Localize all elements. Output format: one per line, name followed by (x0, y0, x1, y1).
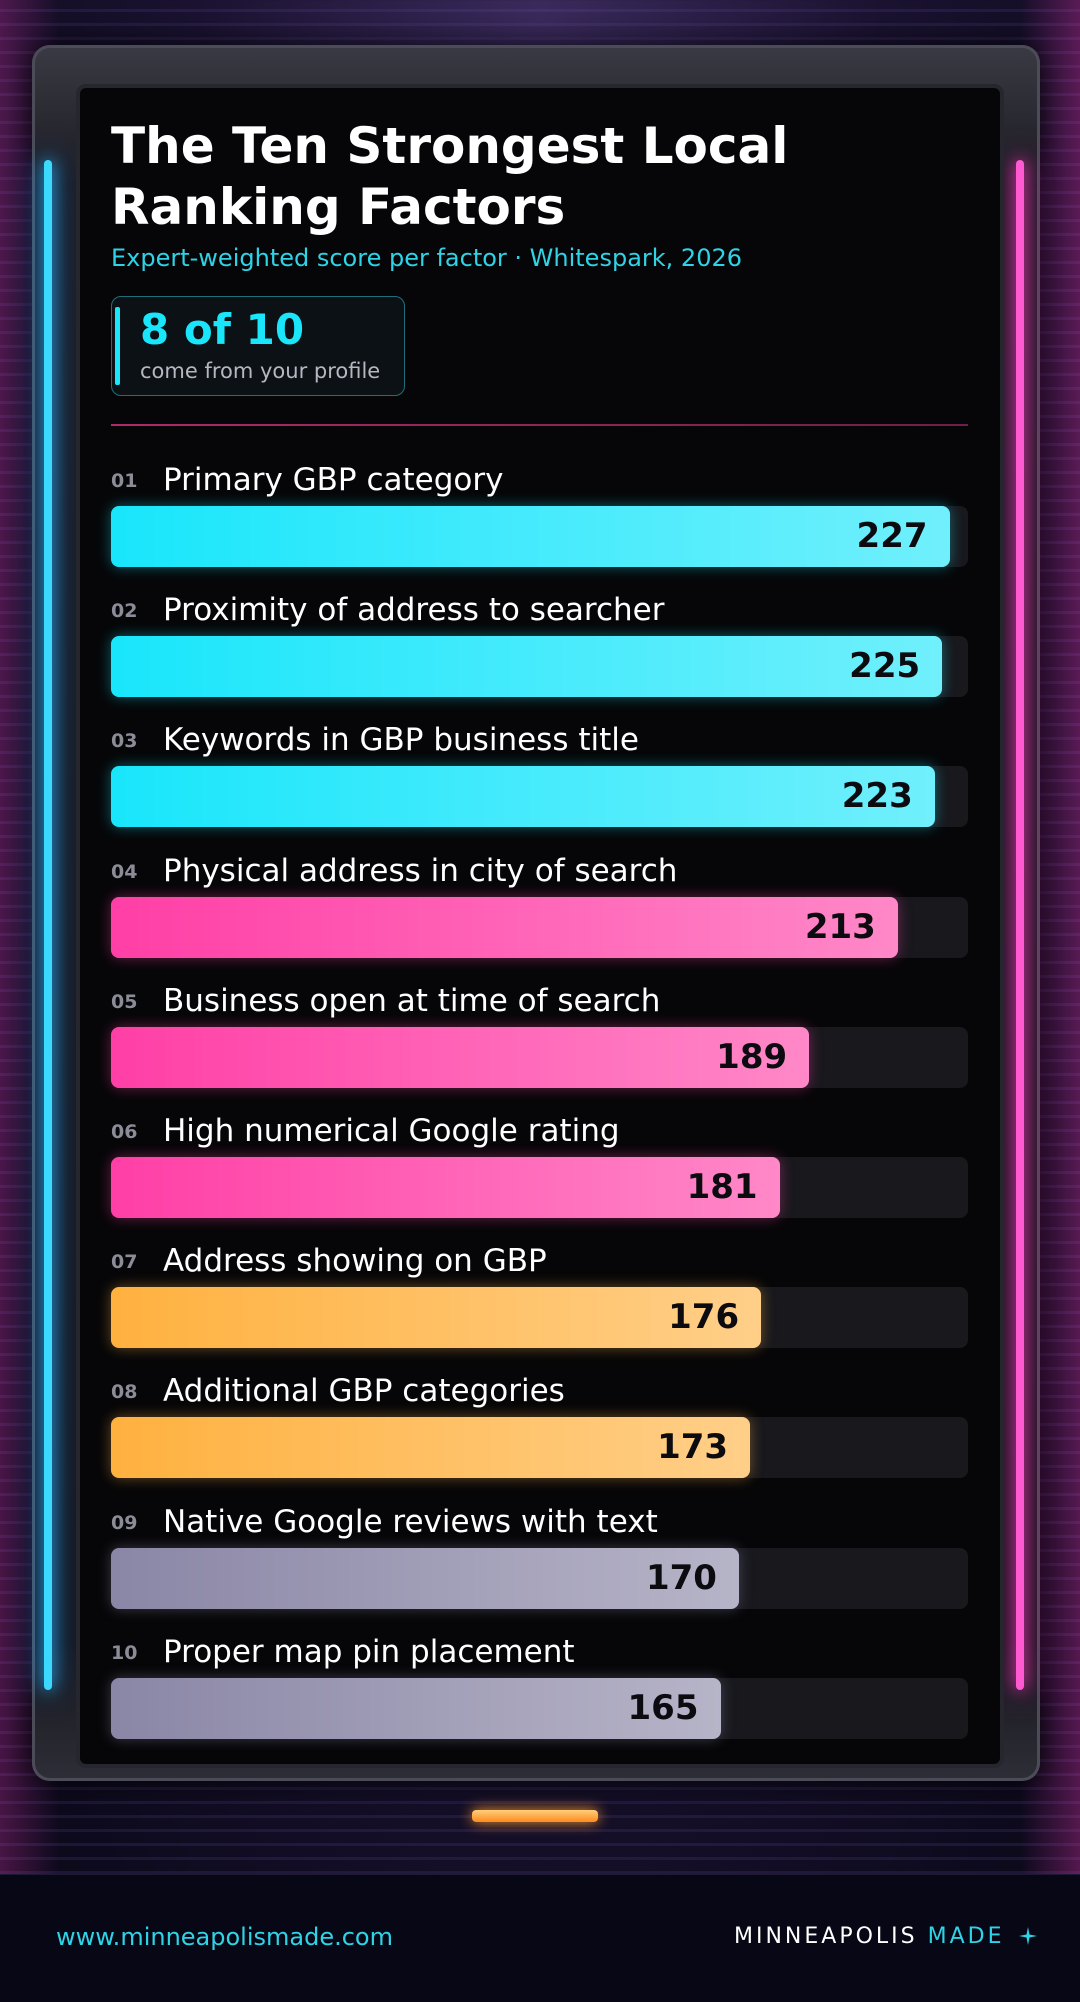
value-label: 173 (657, 1427, 729, 1468)
callout-text: come from your profile (140, 359, 381, 383)
rank: 08 (111, 1381, 138, 1404)
footer-url[interactable]: www.minneapolismade.com (56, 1923, 393, 1951)
chart-subtitle: Expert-weighted score per factor · White… (111, 244, 742, 272)
brand-icon (1018, 1927, 1037, 1945)
bar-track: 189 (111, 1026, 968, 1088)
rank: 04 (111, 860, 138, 883)
neon-strip (44, 160, 52, 1690)
bar-label: Keywords in GBP business title (163, 722, 639, 759)
rank: 06 (111, 1121, 138, 1143)
bar-track: 213 (111, 896, 968, 958)
bar-label: Proper map pin placement (163, 1633, 575, 1670)
value-label: 176 (668, 1297, 740, 1338)
bar: 165 (111, 1677, 721, 1739)
callout-headline: 8 of 10 (140, 305, 305, 354)
bar-track: 181 (111, 1157, 968, 1218)
rank: 05 (111, 990, 138, 1013)
bar-track: 225 (111, 636, 968, 698)
bar: 189 (111, 1026, 810, 1088)
bar-track: 173 (111, 1417, 968, 1479)
rank: 07 (111, 1251, 138, 1274)
callout: 8 of 10 come from your profile (111, 296, 405, 396)
bar: 227 (111, 506, 950, 567)
bar-label: Primary GBP category (163, 462, 504, 498)
bar-label: Physical address in city of search (163, 852, 678, 889)
bar: 181 (111, 1157, 780, 1218)
divider (111, 424, 968, 426)
value-label: 189 (716, 1036, 788, 1077)
rank: 02 (111, 600, 138, 623)
bar: 170 (111, 1547, 739, 1609)
value-label: 227 (856, 516, 928, 556)
bar: 223 (111, 766, 935, 828)
bar-track: 165 (111, 1677, 968, 1739)
bar-label: Proximity of address to searcher (163, 592, 665, 629)
value-label: 213 (804, 906, 876, 947)
rank: 01 (111, 470, 138, 492)
bar-track: 223 (111, 766, 968, 828)
value-label: 170 (645, 1557, 717, 1598)
chart-title: The Ten Strongest Local Ranking Factors (111, 117, 789, 236)
value-label: 223 (841, 776, 913, 817)
bar: 225 (111, 636, 943, 698)
bar-label: Additional GBP categories (163, 1373, 565, 1410)
footer (0, 1874, 1080, 2002)
brand-accent: MADE (927, 1924, 1005, 1949)
bar-label: Address showing on GBP (163, 1243, 547, 1280)
bar: 173 (111, 1417, 751, 1479)
bar-track: 227 (111, 506, 968, 567)
value-label: 181 (686, 1167, 758, 1207)
rank: 03 (111, 730, 138, 753)
value-label: 225 (849, 646, 921, 687)
brand-name: MINNEAPOLIS (734, 1924, 918, 1949)
bar-track: 176 (111, 1287, 968, 1349)
rank: 09 (111, 1511, 138, 1534)
rank: 10 (111, 1641, 138, 1664)
bar: 176 (111, 1287, 762, 1349)
value-label: 165 (627, 1687, 699, 1728)
bar: 213 (111, 896, 898, 958)
callout-accent (115, 307, 120, 385)
bar-track: 170 (111, 1547, 968, 1609)
neon-strip (1016, 160, 1024, 1690)
base-light (472, 1810, 598, 1822)
bar-label: Business open at time of search (163, 982, 661, 1019)
bar-label: High numerical Google rating (163, 1113, 620, 1149)
brand: MINNEAPOLIS MADE (734, 1924, 1037, 1949)
bar-label: Native Google reviews with text (163, 1503, 658, 1540)
